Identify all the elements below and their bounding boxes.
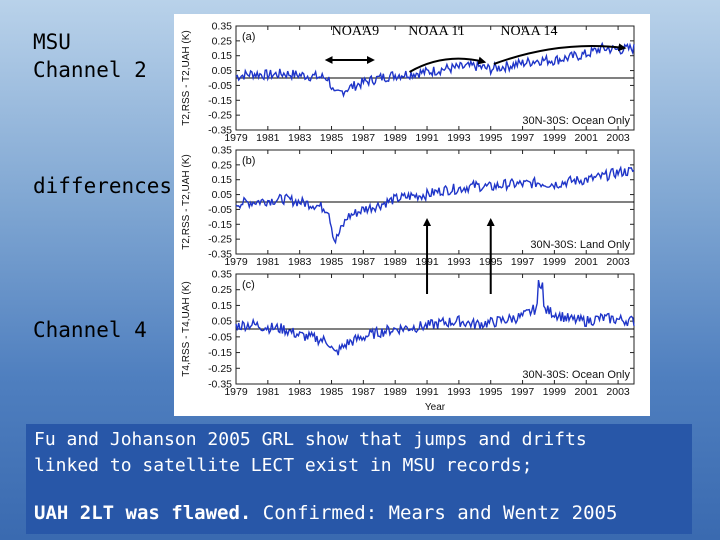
chart-figure: 0.35 0.25 0.15 0.05 -0.05 -0.15 -0.25 -0.35 1979… (174, 14, 650, 416)
y-tick-label: 0.05 (212, 189, 233, 201)
x-tick-label: 1989 (384, 256, 408, 268)
x-tick-label: 1995 (479, 386, 503, 398)
y-tick-label: -0.05 (208, 331, 232, 343)
series-line-2 (235, 165, 635, 245)
y-tick-label: 0.25 (212, 284, 233, 296)
side-label-msu-channel-2: MSU Channel 2 (33, 30, 147, 82)
x-tick-label: 1993 (447, 256, 471, 268)
x-tick-label: 1985 (320, 386, 344, 398)
panel-annotation-3: 30N-30S: Ocean Only (522, 369, 630, 381)
series-line-1 (235, 41, 635, 99)
x-tick-label: 2003 (606, 386, 630, 398)
y-tick-label: 0.25 (212, 35, 233, 47)
x-tick-label: 1997 (511, 256, 535, 268)
x-tick-label: 2003 (606, 256, 630, 268)
y-tick-label: -0.35 (208, 125, 232, 137)
y-tick-label: -0.25 (208, 363, 232, 375)
x-tick-label: 1995 (479, 132, 503, 144)
x-tick-label: 1985 (320, 132, 344, 144)
x-tick-label: 1999 (543, 386, 567, 398)
x-tick-label: 1993 (447, 386, 471, 398)
x-tick-label: 2003 (606, 132, 630, 144)
series-line-3 (235, 279, 635, 356)
x-tick-label: 1997 (511, 132, 535, 144)
x-tick-label: 1999 (543, 256, 567, 268)
noaa14-arrow (493, 43, 627, 65)
x-tick-label: 1989 (384, 386, 408, 398)
x-tick-label: 1991 (415, 132, 439, 144)
y-tick-label: 0.05 (212, 316, 233, 328)
x-tick-label: 1981 (256, 132, 280, 144)
x-tick-label: 1979 (224, 256, 248, 268)
y-tick-label: -0.15 (208, 95, 232, 107)
x-tick-label: 1979 (224, 386, 248, 398)
x-tick-label: 1987 (352, 256, 376, 268)
panel-label-1: (a) (242, 31, 255, 43)
caption-confirmation: Confirmed: Mears and Wentz 2005 (251, 502, 618, 524)
y-tick-label: 0.15 (212, 300, 233, 312)
caption-line-3: UAH 2LT was flawed. Confirmed: Mears and… (34, 500, 617, 526)
x-tick-label: 1983 (288, 386, 312, 398)
y-tick-label: 0.25 (212, 159, 233, 171)
caption-flawed-statement: UAH 2LT was flawed. (34, 502, 252, 524)
y-tick-label: -0.05 (208, 80, 232, 92)
x-tick-label: 1991 (415, 386, 439, 398)
x-tick-label: 1989 (384, 132, 408, 144)
x-tick-label: 1981 (256, 386, 280, 398)
caption-line-1: Fu and Johanson 2005 GRL show that jumps… (34, 429, 587, 450)
y-axis-label-1: T2,RSS - T2,UAH (K) (181, 30, 192, 125)
y-tick-label: 0.35 (212, 145, 233, 157)
satellite-label-3: NOAA 14 (500, 24, 557, 39)
side-label-channel-4: Channel 4 (33, 318, 147, 342)
y-axis-label-3: T4,RSS - T4,UAH (K) (181, 281, 192, 376)
satellite-label-1: NOAA9 (332, 24, 379, 39)
x-tick-label: 1979 (224, 132, 248, 144)
y-tick-label: 0.15 (212, 174, 233, 186)
x-tick-label: 1999 (543, 132, 567, 144)
x-tick-label: 1983 (288, 256, 312, 268)
y-tick-label: 0.05 (212, 65, 233, 77)
y-tick-label: -0.15 (208, 219, 232, 231)
x-tick-label: 1997 (511, 386, 535, 398)
chart-svg: 0.350.250.150.05-0.05-0.15-0.25-0.351979… (181, 21, 635, 413)
y-tick-label: -0.35 (208, 379, 232, 391)
panel-annotation-1: 30N-30S: Ocean Only (522, 115, 630, 127)
y-tick-label: 0.35 (212, 269, 233, 281)
y-tick-label: 0.35 (212, 21, 233, 33)
x-tick-label: 1981 (256, 256, 280, 268)
y-tick-label: -0.35 (208, 249, 232, 261)
y-tick-label: 0.15 (212, 50, 233, 62)
y-tick-label: -0.25 (208, 110, 232, 122)
x-tick-label: 2001 (575, 132, 599, 144)
panel-label-3: (c) (242, 279, 255, 291)
x-tick-label: 1993 (447, 132, 471, 144)
y-tick-label: -0.25 (208, 234, 232, 246)
satellite-label-2: NOAA 11 (408, 24, 465, 39)
caption-line-2: linked to satellite LECT exist in MSU re… (34, 455, 533, 476)
x-tick-label: 1987 (352, 132, 376, 144)
y-axis-label-2: T2,RSS - T2,UAH (K) (181, 154, 192, 249)
x-tick-label: 2001 (575, 386, 599, 398)
side-label-differences: differences (33, 174, 173, 198)
x-tick-label: 1987 (352, 386, 376, 398)
x-tick-label: 2001 (575, 256, 599, 268)
x-tick-label: 1983 (288, 132, 312, 144)
x-axis-label: Year (425, 402, 446, 413)
panel-label-2: (b) (242, 155, 255, 167)
x-tick-label: 1985 (320, 256, 344, 268)
caption-box: Fu and Johanson 2005 GRL show that jumps… (26, 424, 692, 534)
y-tick-label: -0.05 (208, 204, 232, 216)
y-tick-label: -0.15 (208, 347, 232, 359)
panel-annotation-2: 30N-30S: Land Only (530, 239, 630, 251)
noaa11-arrow (409, 56, 487, 73)
